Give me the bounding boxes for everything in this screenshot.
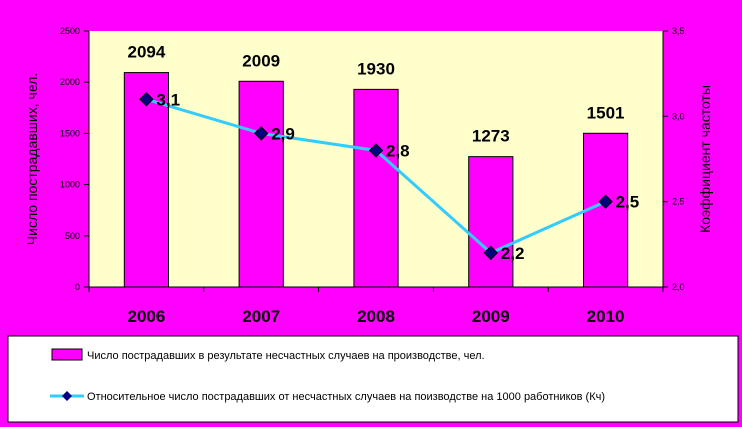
line-point-label: 2,5: [616, 193, 640, 212]
right-tick-label: 3,0: [672, 111, 685, 121]
bar-value-label: 2094: [127, 43, 165, 62]
category-label: 2007: [242, 307, 280, 326]
axes-group: [88, 31, 664, 292]
line-series-group: 3,1 2,9 2,8 2,2 2,5: [139, 90, 640, 263]
left-tick-label: 1500: [60, 128, 80, 138]
category-label: 2006: [127, 307, 165, 326]
legend-line-label: Относительное число пострадавших от несч…: [87, 391, 605, 403]
bar-value-label: 2009: [242, 51, 280, 70]
bar-value-label: 1930: [357, 59, 395, 78]
bars-group: [123, 72, 629, 288]
left-tick-label: 500: [65, 231, 80, 241]
y2-axis-title: Коэффициент частоты: [697, 85, 713, 233]
legend-box: [7, 335, 739, 423]
left-tick-label: 0: [75, 282, 80, 292]
left-tick-label: 2000: [60, 77, 80, 87]
bar-value-label: 1501: [587, 103, 625, 122]
y-axis-title: Число пострадавших, чел.: [24, 73, 40, 245]
category-label: 2010: [587, 307, 625, 326]
line-point-marker: [598, 194, 613, 209]
line-point-marker: [139, 92, 154, 107]
line-point-label: 3,1: [156, 90, 180, 109]
bar-labels-group: 2094 2009 1930 1273 1501: [127, 43, 624, 146]
line-point-label: 2,2: [501, 244, 525, 263]
bar: [353, 88, 399, 288]
left-tick-label: 2500: [60, 26, 80, 36]
legend-bar-label: Число пострадавших в результате несчастн…: [87, 350, 485, 362]
right-axis-ticks: 2,0 2,5 3,0 3,5: [663, 26, 685, 292]
line-point-marker: [483, 245, 499, 261]
bar: [468, 156, 514, 288]
bar: [123, 72, 169, 288]
category-label: 2009: [472, 307, 510, 326]
legend-diamond-marker: [62, 391, 72, 401]
category-labels: 2006 2007 2008 2009 2010: [127, 307, 624, 326]
bar: [238, 80, 284, 288]
left-tick-label: 1000: [60, 180, 80, 190]
left-axis-ticks: 0 500 1000 1500 2000 2500: [60, 26, 89, 292]
legend: Число пострадавших в результате несчастн…: [7, 335, 739, 423]
line-point-label: 2,8: [386, 141, 410, 160]
right-tick-label: 2,0: [672, 282, 685, 292]
right-tick-label: 2,5: [672, 197, 685, 207]
legend-bar-swatch: [51, 348, 83, 361]
line-point-marker: [253, 126, 269, 141]
bar-value-label: 1273: [472, 127, 510, 146]
line-point-marker: [368, 143, 384, 158]
right-tick-label: 3,5: [672, 26, 685, 36]
line-point-label: 2,9: [271, 124, 295, 143]
category-label: 2008: [357, 307, 395, 326]
